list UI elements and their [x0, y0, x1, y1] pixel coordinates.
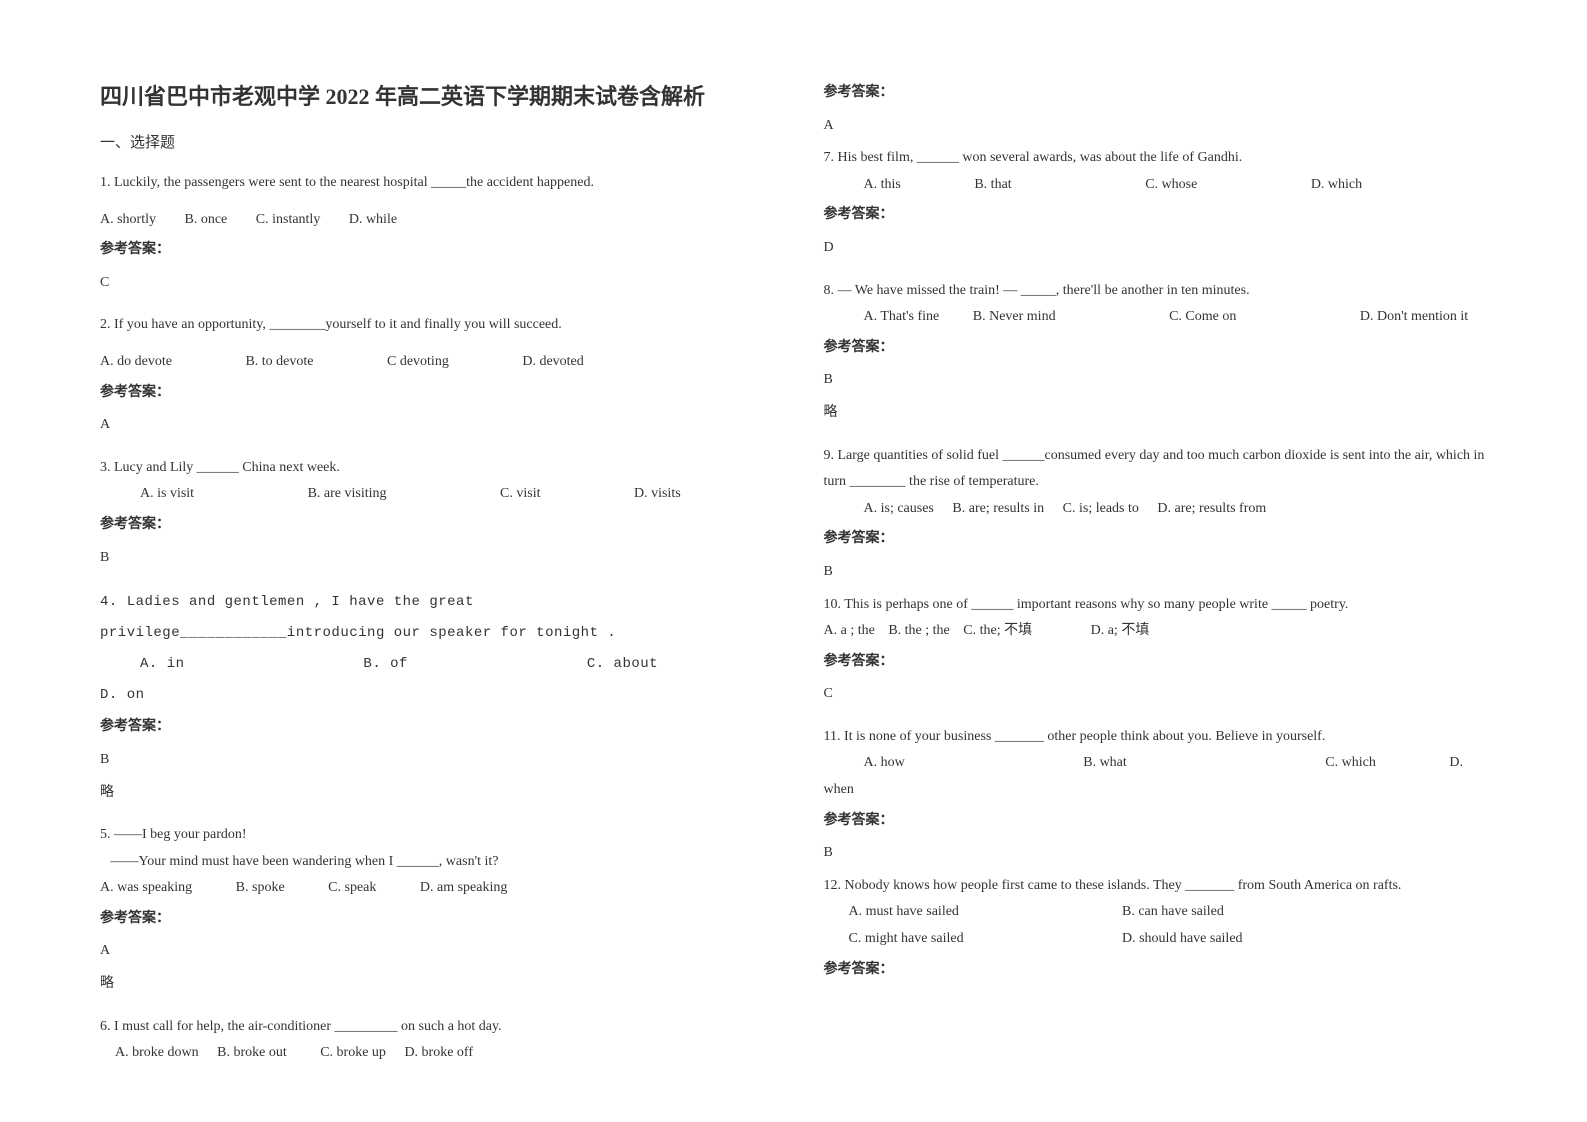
q5-note: 略 — [100, 971, 764, 998]
q2-text: 2. If you have an opportunity, ________y… — [100, 312, 764, 339]
q7-opt-d: D. which — [1311, 177, 1362, 192]
q11-text: 11. It is none of your business _______ … — [824, 724, 1488, 751]
q4-ans: B — [100, 747, 764, 774]
q9-ans-label: 参考答案： — [824, 526, 1488, 553]
exam-title: 四川省巴中市老观中学 2022 年高二英语下学期期末试卷含解析 — [100, 80, 764, 113]
q8-opt-a: A. That's fine — [864, 309, 940, 324]
q8-opt-b: B. Never mind — [973, 309, 1056, 324]
q1-opt-a: A. shortly — [100, 212, 156, 227]
q9-opt-c: C. is; leads to — [1063, 501, 1139, 516]
q6-ans-label: 参考答案： — [824, 80, 1488, 107]
q3-ans: B — [100, 545, 764, 572]
q8-ans: B — [824, 367, 1488, 394]
q10-opt-a: A. a ; the — [824, 623, 875, 638]
q11-opt-a: A. how — [864, 755, 905, 770]
q8-text: 8. — We have missed the train! — _____, … — [824, 278, 1488, 305]
q3-opt-d: D. visits — [634, 486, 681, 501]
q12-text: 12. Nobody knows how people first came t… — [824, 873, 1488, 900]
q5-opt-b: B. spoke — [236, 880, 285, 895]
q7-ans-label: 参考答案： — [824, 202, 1488, 229]
q10-text: 10. This is perhaps one of ______ import… — [824, 592, 1488, 619]
question-4: 4. Ladies and gentlemen , I have the gre… — [100, 587, 764, 806]
q1-text: 1. Luckily, the passengers were sent to … — [100, 170, 764, 197]
q2-opt-c: C devoting — [387, 354, 449, 369]
question-5: 5. ——I beg your pardon! ——Your mind must… — [100, 822, 764, 998]
q10-opt-b: B. the ; the — [888, 623, 949, 638]
question-2: 2. If you have an opportunity, ________y… — [100, 312, 764, 438]
q1-opt-c: C. instantly — [256, 212, 321, 227]
q2-ans-label: 参考答案： — [100, 380, 764, 407]
question-8: 8. — We have missed the train! — _____, … — [824, 278, 1488, 427]
q2-opt-d: D. devoted — [522, 354, 583, 369]
q10-ans: C — [824, 681, 1488, 708]
q3-opt-b: B. are visiting — [308, 486, 387, 501]
q2-opt-a: A. do devote — [100, 354, 172, 369]
question-10: 10. This is perhaps one of ______ import… — [824, 592, 1488, 708]
q5-ans-label: 参考答案： — [100, 906, 764, 933]
q5-opt-a: A. was speaking — [100, 880, 192, 895]
q7-ans: D — [824, 235, 1488, 262]
q4-ans-label: 参考答案： — [100, 714, 764, 741]
q1-opt-d: D. while — [349, 212, 397, 227]
q6-text: 6. I must call for help, the air-conditi… — [100, 1014, 764, 1041]
q10-opt-d: D. a; 不填 — [1091, 623, 1150, 638]
q5-opt-d: D. am speaking — [420, 880, 507, 895]
q4-opt-b: B. of — [363, 656, 408, 672]
q3-opt-a: A. is visit — [140, 486, 194, 501]
q8-ans-label: 参考答案： — [824, 335, 1488, 362]
q12-ans-label: 参考答案： — [824, 957, 1488, 984]
section-heading: 一、选择题 — [100, 131, 764, 152]
q11-ans: B — [824, 840, 1488, 867]
q5-ans: A — [100, 938, 764, 965]
q6-ans: A — [824, 113, 1488, 140]
q7-opt-b: B. that — [974, 177, 1011, 192]
q10-ans-label: 参考答案： — [824, 649, 1488, 676]
q3-ans-label: 参考答案： — [100, 512, 764, 539]
q3-text: 3. Lucy and Lily ______ China next week. — [100, 455, 764, 482]
q6-opt-b: B. broke out — [217, 1045, 287, 1060]
q4-note: 略 — [100, 780, 764, 807]
question-12: 12. Nobody knows how people first came t… — [824, 873, 1488, 983]
q8-opt-d: D. Don't mention it — [1360, 309, 1468, 324]
q5-text2: ——Your mind must have been wandering whe… — [100, 849, 764, 876]
question-3: 3. Lucy and Lily ______ China next week.… — [100, 455, 764, 571]
q11-ans-label: 参考答案： — [824, 808, 1488, 835]
q7-text: 7. His best film, ______ won several awa… — [824, 145, 1488, 172]
q6-opt-a: A. broke down — [115, 1045, 199, 1060]
q9-opt-a: A. is; causes — [864, 501, 934, 516]
q7-opt-a: A. this — [864, 177, 901, 192]
q12-opt-c: C. might have sailed — [849, 926, 1119, 953]
question-1: 1. Luckily, the passengers were sent to … — [100, 170, 764, 296]
q8-opt-c: C. Come on — [1169, 309, 1236, 324]
q3-opt-c: C. visit — [500, 486, 540, 501]
q12-opt-a: A. must have sailed — [849, 899, 1119, 926]
q9-ans: B — [824, 559, 1488, 586]
q6-opt-c: C. broke up — [320, 1045, 386, 1060]
q1-ans-label: 参考答案： — [100, 237, 764, 264]
q4-opt-a: A. in — [140, 656, 185, 672]
q7-opt-c: C. whose — [1145, 177, 1197, 192]
question-7: 7. His best film, ______ won several awa… — [824, 145, 1488, 261]
q12-opt-b: B. can have sailed — [1122, 904, 1224, 919]
q9-opt-b: B. are; results in — [952, 501, 1044, 516]
q5-text1: 5. ——I beg your pardon! — [100, 822, 764, 849]
q1-opt-b: B. once — [185, 212, 228, 227]
q6-opt-d: D. broke off — [404, 1045, 473, 1060]
q2-ans: A — [100, 412, 764, 439]
q11-opt-b: B. what — [1083, 755, 1127, 770]
q4-opt-d: D. on — [100, 687, 145, 703]
q8-note: 略 — [824, 400, 1488, 427]
q12-opt-d: D. should have sailed — [1122, 931, 1243, 946]
q9-opt-d: D. are; results from — [1157, 501, 1266, 516]
q4-text: 4. Ladies and gentlemen , I have the gre… — [100, 587, 764, 649]
q9-text: 9. Large quantities of solid fuel ______… — [824, 443, 1488, 496]
q11-opt-c: C. which — [1325, 755, 1376, 770]
question-9: 9. Large quantities of solid fuel ______… — [824, 443, 1488, 586]
q2-opt-b: B. to devote — [245, 354, 313, 369]
q5-opt-c: C. speak — [328, 880, 376, 895]
q10-opt-c: C. the; 不填 — [963, 623, 1032, 638]
q1-ans: C — [100, 270, 764, 297]
question-11: 11. It is none of your business _______ … — [824, 724, 1488, 867]
q4-opt-c: C. about — [587, 656, 658, 672]
